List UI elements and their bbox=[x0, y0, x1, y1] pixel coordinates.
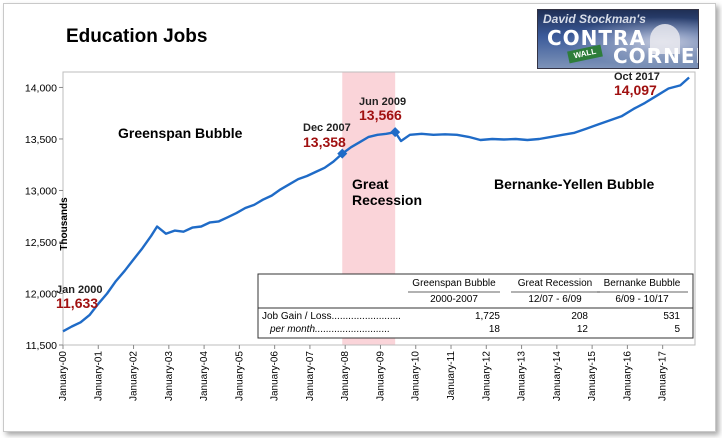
capitol-dome-icon bbox=[650, 24, 680, 54]
region-label-bernanke: Bernanke-Yellen Bubble bbox=[494, 176, 654, 192]
annotation-oct2017-label: Oct 2017 bbox=[614, 71, 660, 83]
y-tick-label: 12,500 bbox=[25, 237, 57, 249]
x-tick-label: January-15 bbox=[587, 351, 598, 401]
logo-line-3: CORNER bbox=[613, 44, 698, 68]
annotation-oct2017-value: 14,097 bbox=[614, 82, 657, 98]
table-row2-col2: 12 bbox=[577, 324, 589, 335]
x-tick-label: January-02 bbox=[129, 351, 140, 401]
annotation-jun2009-value: 13,566 bbox=[359, 107, 402, 123]
table-col1-name: Greenspan Bubble bbox=[412, 278, 496, 289]
annotation-marker bbox=[390, 127, 401, 138]
x-tick-label: January-16 bbox=[622, 351, 633, 401]
contra-corner-logo: WALL David Stockman's CONTRA CORNER bbox=[537, 9, 699, 69]
table-row2-label: per month........................... bbox=[269, 324, 390, 335]
y-tick-label: 13,500 bbox=[25, 134, 57, 146]
region-label-recession-1: Great bbox=[352, 176, 389, 192]
table-col3-name: Bernanke Bubble bbox=[604, 278, 681, 289]
table-col1-period: 2000-2007 bbox=[430, 294, 478, 305]
table-row1-label: Job Gain / Loss......................... bbox=[262, 311, 401, 322]
table-col3-period: 6/09 - 10/17 bbox=[615, 294, 669, 305]
table-row2-col1: 18 bbox=[489, 324, 501, 335]
annotation-dec2007-value: 13,358 bbox=[303, 134, 346, 150]
y-tick-label: 12,000 bbox=[25, 288, 57, 300]
annotation-jan2000-value: 11,633 bbox=[56, 295, 98, 311]
x-tick-label: January-05 bbox=[234, 351, 245, 401]
x-tick-label: January-10 bbox=[411, 351, 422, 401]
x-tick-label: January-01 bbox=[93, 351, 104, 401]
x-tick-label: January-06 bbox=[270, 351, 281, 401]
summary-table: Greenspan Bubble Great Recession Bernank… bbox=[257, 273, 694, 339]
annotation-jun2009-label: Jun 2009 bbox=[359, 96, 406, 108]
x-tick-label: January-09 bbox=[375, 351, 386, 401]
x-tick-label: January-07 bbox=[305, 351, 316, 401]
x-tick-label: January-11 bbox=[446, 351, 457, 401]
x-tick-label: January-13 bbox=[517, 351, 528, 401]
y-axis-label: Thousands bbox=[59, 197, 70, 251]
x-tick-label: January-08 bbox=[340, 351, 351, 401]
table-row1-col1: 1,725 bbox=[475, 311, 500, 322]
annotation-jan2000-label: Jan 2000 bbox=[56, 284, 102, 296]
region-label-recession-2: Recession bbox=[352, 192, 422, 208]
x-tick-label: January-17 bbox=[658, 351, 669, 401]
y-tick-label: 14,000 bbox=[25, 82, 57, 94]
table-row1-col2: 208 bbox=[571, 311, 588, 322]
y-tick-label: 13,000 bbox=[25, 185, 57, 197]
table-row1-col3: 531 bbox=[663, 311, 680, 322]
x-tick-label: January-00 bbox=[58, 351, 69, 401]
table-row2-col3: 5 bbox=[674, 324, 680, 335]
annotation-dec2007-label: Dec 2007 bbox=[303, 122, 351, 134]
y-tick-label: 11,500 bbox=[26, 340, 57, 352]
x-tick-label: January-04 bbox=[199, 351, 210, 401]
x-tick-label: January-12 bbox=[481, 351, 492, 401]
logo-line-2: CONTRA bbox=[547, 26, 646, 50]
x-tick-label: January-03 bbox=[164, 351, 175, 401]
table-col2-name: Great Recession bbox=[518, 278, 592, 289]
chart-title: Education Jobs bbox=[66, 26, 208, 47]
summary-table-frame bbox=[257, 273, 694, 339]
table-col2-period: 12/07 - 6/09 bbox=[528, 294, 582, 305]
annotation-marker bbox=[337, 148, 348, 159]
x-tick-label: January-14 bbox=[552, 351, 563, 401]
plot-area-border bbox=[62, 71, 696, 346]
region-label-greenspan: Greenspan Bubble bbox=[118, 125, 243, 141]
logo-line-1: David Stockman's bbox=[543, 12, 646, 26]
